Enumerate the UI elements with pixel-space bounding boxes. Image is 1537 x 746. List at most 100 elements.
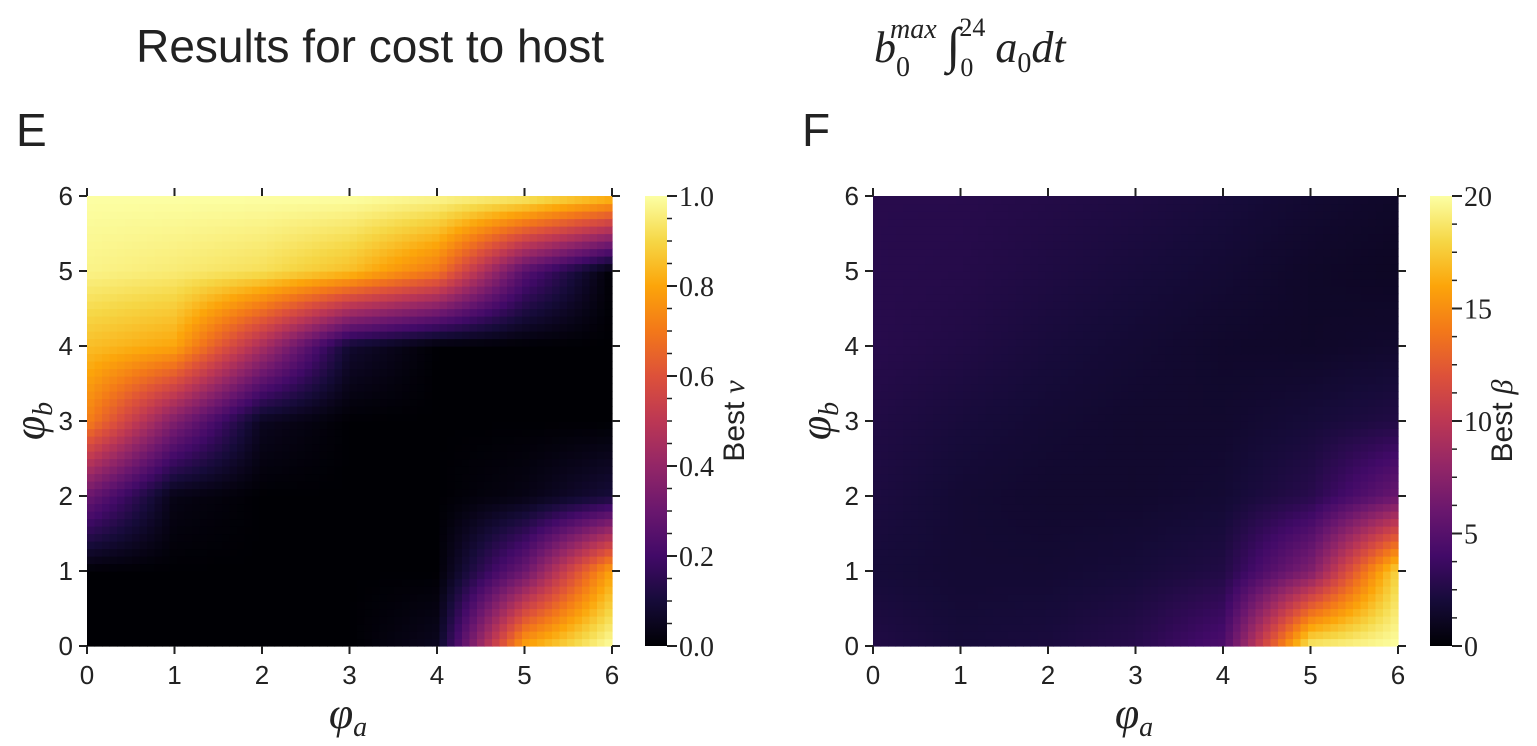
heatmap-cell bbox=[552, 421, 561, 430]
heatmap-cell bbox=[349, 541, 358, 550]
heatmap-cell bbox=[447, 398, 456, 407]
heatmap-cell bbox=[199, 406, 208, 415]
heatmap-cell bbox=[1023, 578, 1032, 587]
heatmap-cell bbox=[222, 278, 231, 287]
heatmap-cell bbox=[529, 586, 538, 595]
heatmap-cell bbox=[342, 608, 351, 617]
heatmap-cell bbox=[342, 383, 351, 392]
heatmap-cell bbox=[154, 241, 163, 250]
heatmap-cell bbox=[522, 458, 531, 467]
heatmap-cell bbox=[394, 218, 403, 227]
heatmap-cell bbox=[259, 458, 268, 467]
heatmap-cell bbox=[1293, 608, 1302, 617]
heatmap-cell bbox=[484, 451, 493, 460]
heatmap-cell bbox=[124, 421, 133, 430]
heatmap-cell bbox=[597, 631, 606, 640]
heatmap-cell bbox=[379, 316, 388, 325]
heatmap-cell bbox=[364, 301, 373, 310]
heatmap-cell bbox=[589, 233, 598, 242]
heatmap-cell bbox=[1143, 638, 1152, 647]
heatmap-cell bbox=[507, 301, 516, 310]
heatmap-cell bbox=[1308, 586, 1317, 595]
heatmap-cell bbox=[297, 421, 306, 430]
heatmap-cell bbox=[319, 556, 328, 565]
heatmap-cell bbox=[267, 218, 276, 227]
heatmap-cell bbox=[214, 578, 223, 587]
heatmap-cell bbox=[342, 308, 351, 317]
heatmap-cell bbox=[147, 496, 156, 505]
heatmap-cell bbox=[439, 323, 448, 332]
heatmap-cell bbox=[87, 488, 96, 497]
heatmap-cell bbox=[1360, 601, 1369, 610]
heatmap-cell bbox=[177, 578, 186, 587]
heatmap-cell bbox=[462, 353, 471, 362]
heatmap-cell bbox=[312, 556, 321, 565]
heatmap-cell bbox=[507, 616, 516, 625]
heatmap-cell bbox=[132, 526, 141, 535]
heatmap-cell bbox=[184, 353, 193, 362]
heatmap-cell bbox=[117, 631, 126, 640]
heatmap-cell bbox=[454, 638, 463, 647]
heatmap-cell bbox=[364, 541, 373, 550]
heatmap-cell bbox=[1090, 578, 1099, 587]
heatmap-cell bbox=[529, 211, 538, 220]
heatmap-cell bbox=[274, 353, 283, 362]
heatmap-cell bbox=[289, 338, 298, 347]
heatmap-cell bbox=[447, 301, 456, 310]
heatmap-cell bbox=[522, 623, 531, 632]
heatmap-cell bbox=[297, 338, 306, 347]
heatmap-cell bbox=[334, 436, 343, 445]
heatmap-cell bbox=[387, 488, 396, 497]
heatmap-cell bbox=[147, 226, 156, 235]
heatmap-cell bbox=[244, 241, 253, 250]
heatmap-cell bbox=[432, 623, 441, 632]
heatmap-cell bbox=[432, 533, 441, 542]
heatmap-cell bbox=[978, 593, 987, 602]
heatmap-cell bbox=[387, 308, 396, 317]
heatmap-cell bbox=[574, 548, 583, 557]
heatmap-cell bbox=[207, 473, 216, 482]
heatmap-cell bbox=[154, 548, 163, 557]
heatmap-cell bbox=[237, 458, 246, 467]
heatmap-cell bbox=[454, 571, 463, 580]
heatmap-cell bbox=[537, 218, 546, 227]
heatmap-cell bbox=[462, 571, 471, 580]
heatmap-cell bbox=[574, 286, 583, 295]
heatmap-cell bbox=[274, 518, 283, 527]
heatmap-cell bbox=[582, 481, 591, 490]
heatmap-cell bbox=[184, 473, 193, 482]
heatmap-cell bbox=[394, 443, 403, 452]
heatmap-cell bbox=[1075, 616, 1084, 625]
heatmap-cell bbox=[514, 548, 523, 557]
heatmap-cell bbox=[342, 556, 351, 565]
heatmap-cell bbox=[462, 638, 471, 647]
heatmap-cell bbox=[1218, 616, 1227, 625]
heatmap-cell bbox=[334, 196, 343, 205]
heatmap-cell bbox=[492, 533, 501, 542]
heatmap-cell bbox=[229, 421, 238, 430]
heatmap-cell bbox=[552, 383, 561, 392]
heatmap-cell bbox=[319, 301, 328, 310]
heatmap-cell bbox=[297, 503, 306, 512]
heatmap-cell bbox=[297, 496, 306, 505]
heatmap-cell bbox=[229, 608, 238, 617]
heatmap-cell bbox=[409, 593, 418, 602]
heatmap-cell bbox=[417, 331, 426, 340]
heatmap-cell bbox=[169, 346, 178, 355]
heatmap-cell bbox=[207, 293, 216, 302]
heatmap-cell bbox=[87, 263, 96, 272]
heatmap-cell bbox=[342, 458, 351, 467]
heatmap-cell bbox=[379, 586, 388, 595]
heatmap-cell bbox=[424, 563, 433, 572]
heatmap-cell bbox=[432, 368, 441, 377]
heatmap-cell bbox=[109, 436, 118, 445]
heatmap-cell bbox=[522, 271, 531, 280]
heatmap-cell bbox=[1300, 578, 1309, 587]
heatmap-cell bbox=[169, 586, 178, 595]
heatmap-cell bbox=[514, 226, 523, 235]
heatmap-cell bbox=[559, 361, 568, 370]
heatmap-cell bbox=[903, 593, 912, 602]
heatmap-cell bbox=[357, 436, 366, 445]
heatmap-cell bbox=[334, 443, 343, 452]
heatmap-cell bbox=[117, 608, 126, 617]
